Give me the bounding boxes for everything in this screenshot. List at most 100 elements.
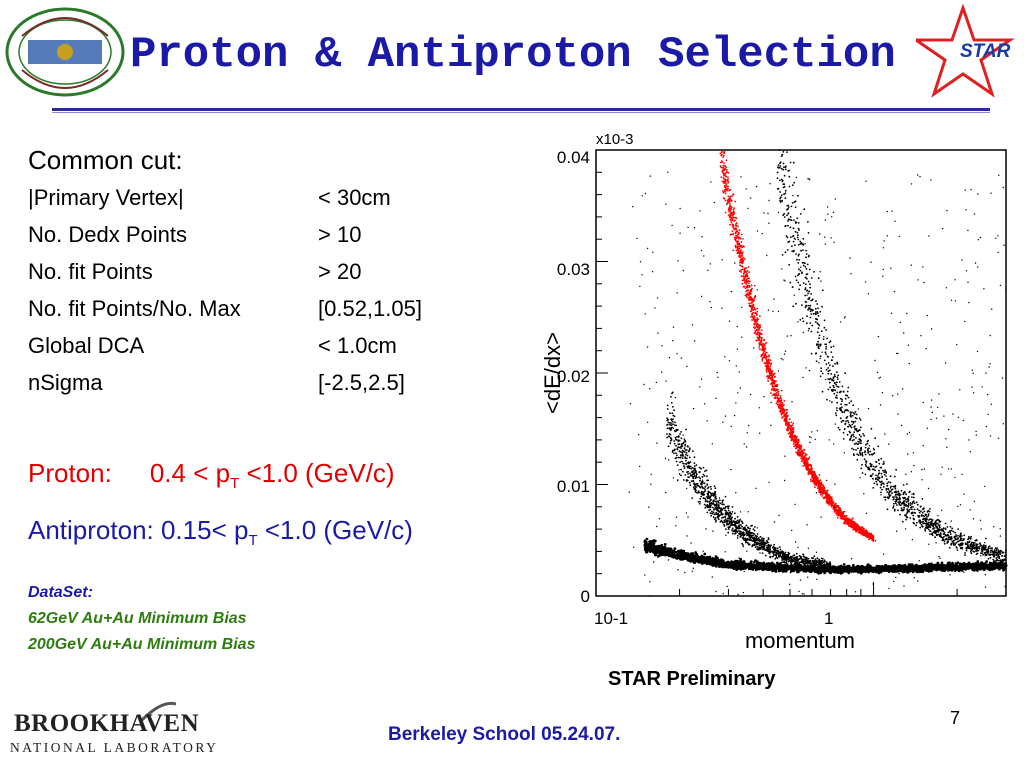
data-point [670,402,673,404]
data-point [713,494,716,497]
data-point [692,477,695,479]
data-point [818,563,821,566]
proton-label: Proton: [28,458,112,488]
data-point [755,560,759,564]
data-point [687,554,691,557]
data-point [657,554,661,557]
data-point [699,497,702,500]
data-point [776,566,780,569]
data-point [717,500,719,502]
data-point [694,477,697,480]
data-point [762,537,765,540]
data-point [747,564,750,568]
data-point [677,456,680,459]
data-point [748,282,750,285]
data-point [698,491,700,494]
data-point [738,527,740,530]
data-point [706,506,709,509]
data-point [891,570,894,573]
data-point [715,511,718,514]
data-point [696,482,699,485]
data-point [720,151,723,153]
data-point [704,500,707,503]
data-point [681,449,684,452]
data-point [674,438,677,441]
data-point [695,486,698,488]
data-point [800,556,802,559]
data-point [717,518,720,521]
data-point [683,438,686,441]
data-point [758,566,762,570]
data-point [709,508,712,511]
data-point [717,501,720,504]
data-point [679,433,681,435]
data-point [829,561,831,563]
data-point [677,443,680,446]
data-point [768,564,772,568]
data-point [682,441,685,444]
data-point [786,563,789,565]
data-point [837,566,841,569]
data-point [753,544,756,547]
data-point [772,545,775,548]
data-point [809,567,812,571]
data-point [927,562,931,566]
data-point [706,503,709,506]
antiproton-range-hi: <1.0 (GeV/c) [257,515,413,546]
data-point [752,565,756,569]
data-point [677,436,680,438]
data-point [734,528,737,531]
data-point [686,445,689,448]
data-point [857,569,860,572]
data-point [724,495,727,498]
data-point [674,448,676,451]
data-point [853,566,856,570]
data-point [742,528,745,530]
data-point [784,555,787,558]
data-point [696,555,700,559]
data-point [691,466,694,469]
data-point [756,533,759,535]
data-point [680,451,682,453]
data-point [766,562,770,566]
data-point [779,395,782,397]
data-point [794,563,796,566]
data-point [739,535,742,538]
data-point [806,564,809,567]
data-point [762,539,765,542]
data-point [665,551,669,555]
data-point [907,570,911,573]
data-point [735,217,738,220]
data-point [807,567,810,569]
data-point [824,560,826,563]
data-point [675,424,677,427]
data-point [788,418,791,421]
data-point [811,565,813,568]
data-point [813,567,816,570]
data-point [706,555,709,559]
data-point [671,420,674,423]
data-point [754,537,757,540]
data-point [684,555,688,558]
data-point [980,561,984,565]
series-points [643,537,1008,575]
data-point [821,495,823,497]
data-point [919,569,923,573]
data-point [802,465,805,467]
data-point [677,446,679,448]
data-point [719,510,722,512]
data-point [675,460,678,463]
data-point [732,523,734,526]
data-point [722,516,725,519]
data-point [833,565,837,569]
data-point [682,462,684,465]
data-point [803,558,806,561]
data-point [736,566,740,570]
proton-pt-sub: T [230,475,240,493]
data-point [706,500,709,503]
data-point [654,553,657,557]
data-point [683,465,686,468]
data-point [704,485,707,488]
data-point [747,532,749,534]
data-point [767,538,770,541]
